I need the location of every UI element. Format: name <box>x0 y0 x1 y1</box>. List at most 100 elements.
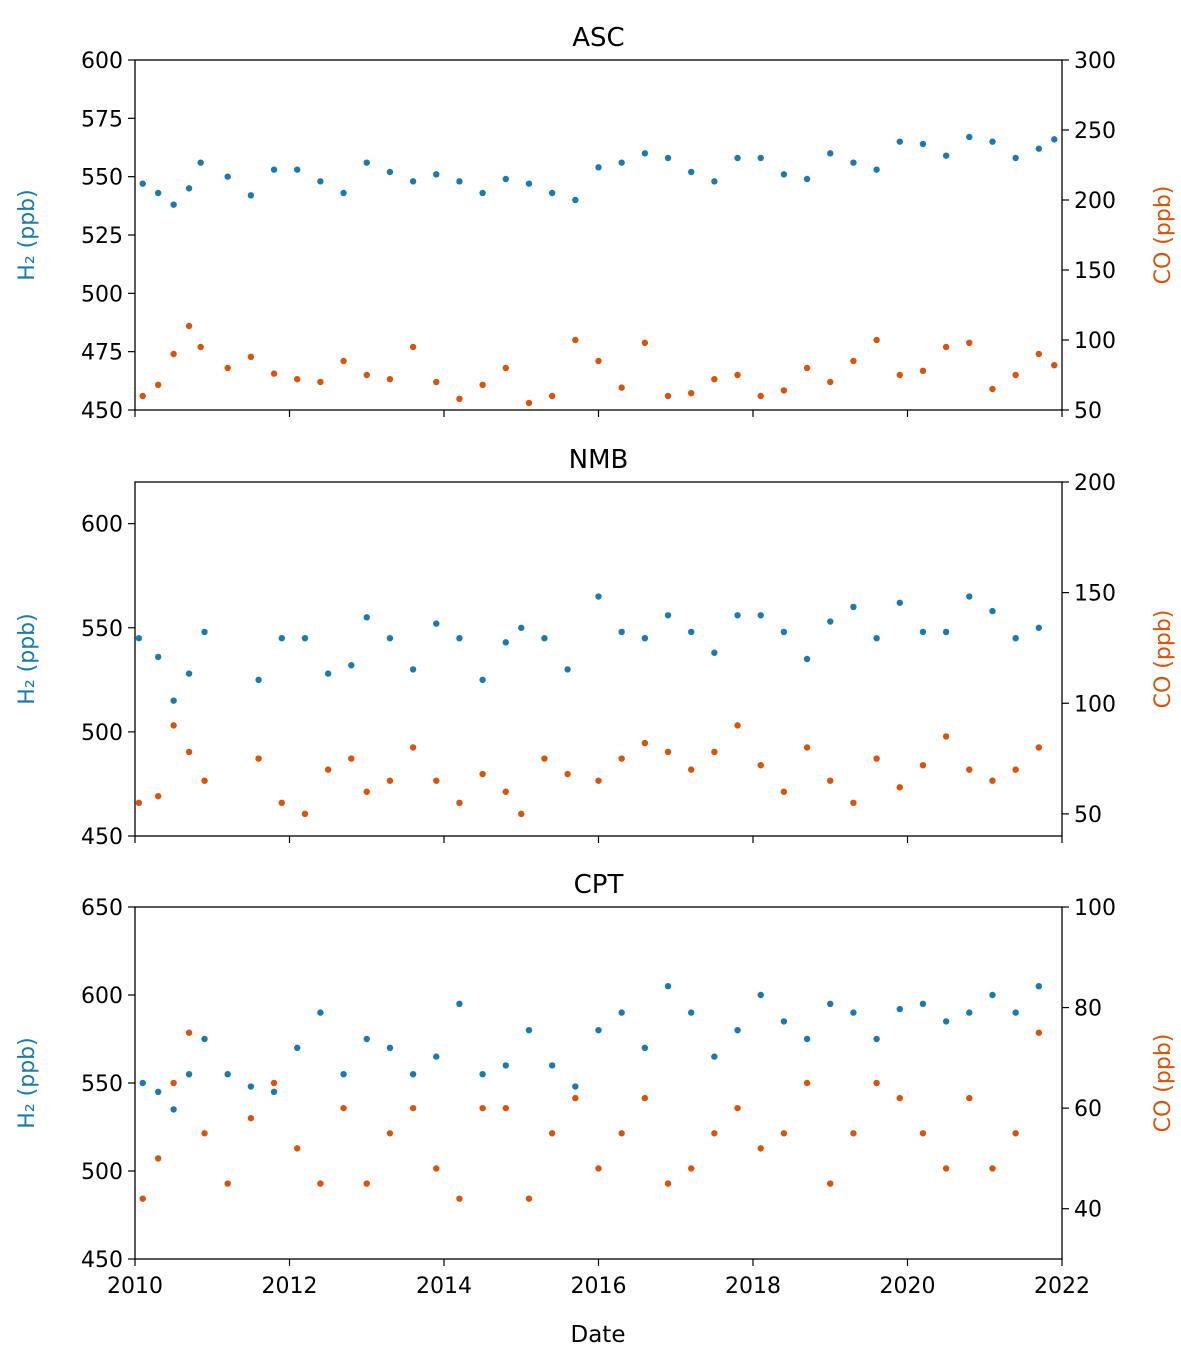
data-point <box>780 387 788 394</box>
y-tick-label: 600 <box>81 49 123 74</box>
data-point <box>294 1145 301 1152</box>
data-point <box>595 1027 602 1034</box>
data-point <box>340 1071 347 1078</box>
data-point <box>479 189 486 197</box>
h2-series <box>139 983 1043 1113</box>
data-point <box>827 1180 834 1187</box>
data-point <box>1035 744 1043 751</box>
co-series <box>139 1029 1043 1202</box>
data-point <box>641 634 649 642</box>
data-point <box>135 634 143 642</box>
data-point <box>348 755 355 762</box>
data-point <box>595 1165 602 1172</box>
y2-tick-label: 60 <box>1074 1097 1102 1122</box>
data-point <box>1012 1130 1019 1137</box>
y2-axis-label: CO (ppb) <box>1151 186 1176 285</box>
data-point <box>154 189 162 197</box>
data-point <box>386 1130 394 1137</box>
data-point <box>386 168 394 176</box>
data-point <box>734 1027 741 1034</box>
data-point <box>780 1130 788 1137</box>
data-point <box>664 748 672 756</box>
data-point <box>989 1165 996 1172</box>
data-point <box>456 799 463 807</box>
data-point <box>873 1035 880 1043</box>
data-point <box>479 676 486 684</box>
data-point <box>711 748 718 756</box>
data-point <box>433 620 440 627</box>
data-point <box>572 336 579 344</box>
data-point <box>386 777 394 784</box>
data-point <box>919 1130 927 1137</box>
y2-tick-label: 150 <box>1074 259 1116 284</box>
data-point <box>641 150 649 157</box>
x-tick-label: 2012 <box>262 1274 318 1299</box>
data-point <box>270 370 278 377</box>
data-point <box>518 810 525 818</box>
data-point <box>873 1079 880 1087</box>
data-point <box>185 670 193 677</box>
data-point <box>502 1104 509 1112</box>
data-point <box>757 1145 764 1152</box>
data-point <box>989 607 996 615</box>
data-point <box>664 392 672 400</box>
data-point <box>456 1195 463 1202</box>
data-point <box>525 399 533 407</box>
data-point <box>224 1071 231 1078</box>
data-point <box>456 634 463 642</box>
data-point <box>1035 350 1043 358</box>
panel-title: ASC <box>572 23 624 53</box>
data-point <box>966 593 973 600</box>
h2-series <box>139 133 1058 208</box>
data-point <box>803 655 811 663</box>
data-point <box>1035 1029 1043 1036</box>
data-point <box>896 138 903 145</box>
y-tick-label: 475 <box>81 341 123 366</box>
data-point <box>154 381 162 388</box>
data-point <box>711 1130 718 1137</box>
data-point <box>409 744 417 751</box>
data-point <box>340 1104 347 1112</box>
data-point <box>595 777 602 784</box>
y-tick-label: 650 <box>81 896 123 921</box>
data-point <box>827 777 834 784</box>
data-point <box>989 138 996 145</box>
data-point <box>433 1053 440 1060</box>
data-point <box>185 1071 193 1078</box>
data-point <box>409 343 417 351</box>
data-point <box>502 364 509 372</box>
data-point <box>989 777 996 784</box>
data-point <box>618 159 625 166</box>
data-point <box>386 376 394 383</box>
data-point <box>502 788 509 795</box>
data-point <box>201 628 208 636</box>
data-point <box>711 1053 718 1060</box>
data-point <box>1035 983 1043 990</box>
data-point <box>1012 154 1019 162</box>
data-point <box>919 140 927 148</box>
data-point <box>548 392 556 400</box>
data-point <box>618 1009 625 1016</box>
data-point <box>1035 145 1043 152</box>
data-point <box>688 1165 695 1172</box>
data-point <box>170 722 177 729</box>
data-point <box>803 175 811 183</box>
data-point <box>433 777 440 784</box>
data-point <box>919 628 927 636</box>
data-point <box>989 385 996 393</box>
data-point <box>456 395 463 402</box>
h2-series <box>135 593 1043 704</box>
x-tick-label: 2022 <box>1034 1274 1090 1299</box>
data-point <box>757 991 764 999</box>
data-point <box>919 367 927 374</box>
data-point <box>363 371 370 379</box>
data-point <box>433 1165 440 1172</box>
data-point <box>966 339 973 346</box>
panel-title: CPT <box>574 870 624 900</box>
data-point <box>479 1104 486 1112</box>
data-point <box>317 378 324 386</box>
data-point <box>409 1071 417 1078</box>
data-point <box>224 364 231 372</box>
data-point <box>548 1130 556 1137</box>
data-point <box>780 788 788 795</box>
